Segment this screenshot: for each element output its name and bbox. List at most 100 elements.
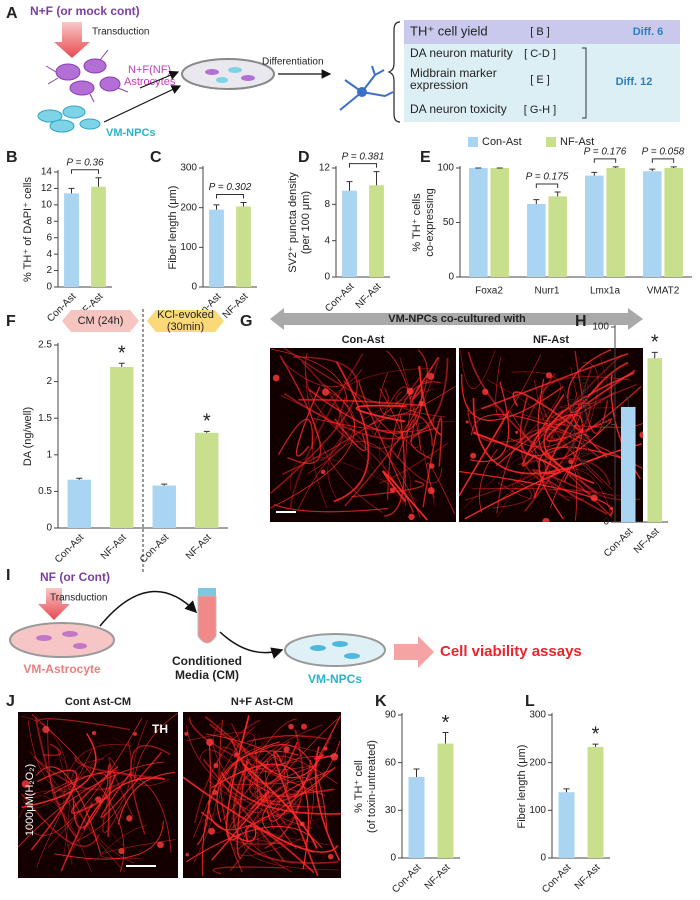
y-axis-label: (per 100 μm) xyxy=(300,191,312,254)
table-label: Midbrain marker xyxy=(410,66,497,80)
bar xyxy=(91,186,106,287)
y-axis-label: % TH⁺ cell xyxy=(353,760,365,813)
y-tick-label: 2 xyxy=(46,265,52,276)
y-tick-label: 300 xyxy=(529,710,546,721)
fiber xyxy=(63,744,132,865)
bar xyxy=(606,168,625,277)
y-axis-label: (of toxin-untreated) xyxy=(366,740,378,833)
fiber xyxy=(464,460,541,501)
p-bracket xyxy=(651,158,675,163)
fiber xyxy=(312,367,434,509)
y-tick-label: 100 xyxy=(437,163,454,174)
y-tick-label: 4 xyxy=(46,249,52,260)
fiber xyxy=(117,771,175,825)
group-label: CM (24h) xyxy=(78,315,124,327)
fiber xyxy=(227,793,283,845)
fiber xyxy=(273,504,389,513)
cell-body xyxy=(330,752,339,761)
fiber xyxy=(334,418,367,452)
legend-label: Con-Ast xyxy=(482,136,522,148)
bar xyxy=(558,792,575,858)
fiber xyxy=(422,417,443,508)
y-tick-label: 2 xyxy=(46,376,52,387)
x-tick-label: NF-Ast xyxy=(99,532,129,562)
y-axis-label: % TH⁺ cells xyxy=(411,193,423,252)
fiber xyxy=(83,777,166,831)
error-bar xyxy=(670,166,677,168)
transduction-label: Transduction xyxy=(50,593,107,604)
fiber xyxy=(355,404,407,423)
fiber xyxy=(548,452,613,518)
panel-letter: E xyxy=(420,149,431,166)
panel-letter: D xyxy=(298,149,310,166)
p-bracket xyxy=(535,183,559,188)
fiber xyxy=(130,744,171,835)
cell-body xyxy=(406,387,414,395)
significance-label: * xyxy=(592,723,600,745)
bar xyxy=(620,406,636,522)
fiber xyxy=(472,398,605,475)
bar xyxy=(408,776,425,858)
fiber xyxy=(279,355,322,465)
bar xyxy=(64,193,79,287)
cell-body xyxy=(418,400,424,406)
fiber xyxy=(100,839,176,859)
fiber xyxy=(75,741,132,842)
fiber xyxy=(496,428,600,514)
fiber xyxy=(27,717,143,836)
fiber xyxy=(351,480,425,498)
y-tick-label: 0 xyxy=(324,272,330,283)
fiber xyxy=(567,348,612,458)
y-tick-label: 8 xyxy=(324,199,330,210)
cell-body xyxy=(283,746,290,753)
fiber xyxy=(21,733,97,809)
fiber xyxy=(33,756,135,791)
y-axis-label: % TH⁺ of DAPI⁺ cells xyxy=(22,177,34,282)
y-tick-label: 0 xyxy=(448,272,454,283)
y-tick-label: 2.5 xyxy=(38,340,52,351)
bar xyxy=(437,743,454,858)
cell-body xyxy=(213,762,219,768)
fiber xyxy=(240,819,292,873)
bar xyxy=(67,479,91,528)
error-bar xyxy=(533,199,540,204)
group-arrow xyxy=(62,310,139,332)
header-label: VM-NPCs co-cultured with xyxy=(388,313,526,325)
fiber xyxy=(70,765,119,814)
fiber xyxy=(212,866,285,875)
fiber xyxy=(228,779,319,829)
fiber xyxy=(386,350,422,451)
fiber xyxy=(233,837,305,856)
fiber xyxy=(270,384,355,509)
group-label: KCl-evoked xyxy=(157,309,214,321)
fiber xyxy=(216,741,280,823)
error-bar xyxy=(240,202,247,207)
image-label: N+F Ast-CM xyxy=(231,696,293,708)
error-bar xyxy=(161,483,168,486)
fiber xyxy=(183,776,339,853)
fiber xyxy=(108,756,134,818)
y-tick-label: 0 xyxy=(46,523,52,534)
fiber xyxy=(574,350,609,435)
cell-body xyxy=(95,796,102,803)
p-value-label: P = 0.302 xyxy=(209,182,252,193)
fiber xyxy=(307,388,355,475)
legend-swatch xyxy=(546,137,556,147)
cell-body xyxy=(92,730,97,736)
fiber xyxy=(188,717,325,797)
bar xyxy=(664,168,683,277)
y-tick-label: 12 xyxy=(319,163,331,174)
cell-body xyxy=(427,372,435,380)
header-arrow xyxy=(270,308,643,330)
error-bar xyxy=(346,181,353,191)
y-axis-label: % TH⁺ cell xyxy=(566,398,578,451)
y-tick-label: 90 xyxy=(385,710,397,721)
x-tick-label: Con-Ast xyxy=(53,532,86,565)
cell-body xyxy=(470,452,477,459)
table-ref: [ G-H ] xyxy=(524,104,556,116)
bar xyxy=(152,485,176,528)
y-tick-label: 6 xyxy=(46,232,52,243)
npcs-label: VM-NPCs xyxy=(106,127,156,139)
fiber xyxy=(261,768,334,853)
